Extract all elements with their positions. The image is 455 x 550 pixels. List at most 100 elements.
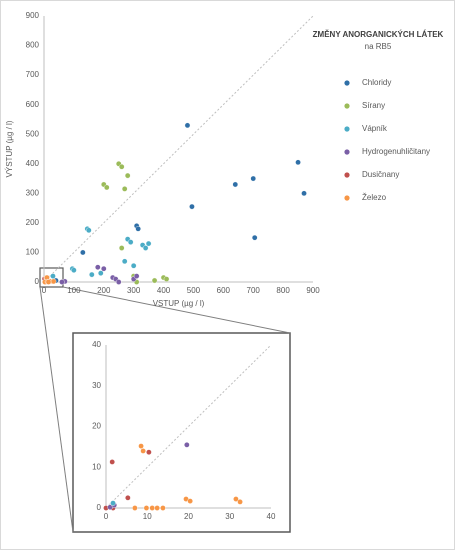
x-tick-label: 800 [276, 286, 290, 295]
point [135, 225, 141, 232]
legend-marker [344, 172, 350, 178]
y-tick-label: 20 [92, 422, 101, 431]
y-tick-label: 30 [92, 381, 101, 390]
point [127, 239, 134, 245]
legend-label: Chloridy [362, 78, 391, 87]
y-tick-label: 300 [26, 188, 40, 197]
legend-label: Vápník [362, 124, 388, 133]
x-tick-label: 200 [97, 286, 111, 295]
x-tick-label: 20 [184, 512, 193, 521]
point [100, 265, 107, 272]
inset-frame [72, 332, 291, 533]
point [151, 277, 158, 284]
y-tick-label: 200 [26, 218, 40, 227]
diagonal [43, 15, 314, 283]
legend-label: Sírany [362, 101, 385, 110]
chart-subtitle: na RB5 [365, 42, 392, 51]
point [138, 443, 144, 449]
legend-marker [344, 80, 350, 86]
point [140, 448, 146, 454]
legend-marker [344, 195, 350, 201]
point [184, 442, 190, 448]
y-tick-label: 700 [26, 70, 40, 79]
point [250, 175, 257, 182]
x-tick-label: 300 [127, 286, 141, 295]
y-tick-label: 100 [26, 248, 40, 257]
point [45, 279, 52, 285]
point [189, 203, 195, 210]
x-tick-label: 10 [143, 512, 152, 521]
point [95, 264, 101, 271]
point [149, 505, 155, 511]
point [109, 459, 115, 465]
zoom-connector [62, 286, 291, 334]
point [121, 186, 128, 192]
point [121, 258, 128, 265]
point [97, 270, 104, 276]
zoom-box [39, 267, 64, 288]
y-tick-label: 0 [97, 503, 102, 512]
point [103, 184, 110, 191]
legend-label: Dusičnany [362, 170, 399, 179]
legend-label: Hydrogenuhličitany [362, 147, 430, 156]
y-tick-label: 10 [92, 462, 101, 471]
x-tick-label: 30 [225, 512, 234, 521]
x-tick-label: 100 [67, 286, 81, 295]
point [80, 249, 86, 256]
diagonal [105, 344, 272, 509]
point [232, 181, 239, 188]
legend-marker [344, 149, 350, 155]
y-tick-label: 800 [26, 41, 40, 50]
x-tick-label: 0 [42, 286, 47, 295]
point [115, 279, 122, 285]
point [133, 273, 140, 279]
point [184, 122, 191, 129]
point [237, 499, 243, 505]
x-tick-label: 400 [157, 286, 171, 295]
point [146, 449, 152, 455]
x-tick-label: 900 [306, 286, 320, 295]
x-tick-label: 600 [217, 286, 231, 295]
x-tick-label: 500 [187, 286, 201, 295]
point [130, 262, 137, 269]
x-tick-label: 700 [247, 286, 261, 295]
zoom-connector [39, 286, 74, 533]
point [154, 505, 160, 511]
point [89, 271, 95, 278]
point [71, 267, 77, 273]
point [124, 172, 131, 179]
y-axis-label: VÝSTUP (µg / l) [5, 120, 14, 177]
x-axis-label: VSTUP (µg / l) [153, 299, 205, 308]
point [143, 505, 150, 511]
y-tick-label: 400 [26, 159, 40, 168]
y-tick-label: 500 [26, 129, 40, 138]
point [233, 496, 239, 502]
y-tick-label: 40 [92, 340, 101, 349]
point [125, 495, 131, 501]
point [86, 227, 92, 234]
legend-marker [344, 126, 350, 132]
legend-label: Železo [362, 193, 387, 202]
point [187, 498, 193, 504]
point [251, 234, 258, 241]
point [301, 190, 307, 197]
point [50, 278, 57, 285]
point [142, 245, 149, 251]
point [160, 505, 166, 511]
point [163, 276, 170, 282]
point [50, 273, 56, 279]
x-tick-label: 0 [104, 512, 109, 521]
x-tick-label: 40 [267, 512, 276, 521]
point [295, 159, 301, 166]
y-tick-label: 0 [35, 277, 40, 286]
chart-title: ZMĚNY ANORGANICKÝCH LÁTEK [313, 30, 444, 39]
legend-marker [344, 103, 350, 109]
y-tick-label: 900 [26, 11, 40, 20]
point [118, 245, 125, 251]
point [132, 505, 138, 511]
point [118, 163, 125, 170]
point [145, 240, 152, 247]
point [110, 500, 116, 506]
